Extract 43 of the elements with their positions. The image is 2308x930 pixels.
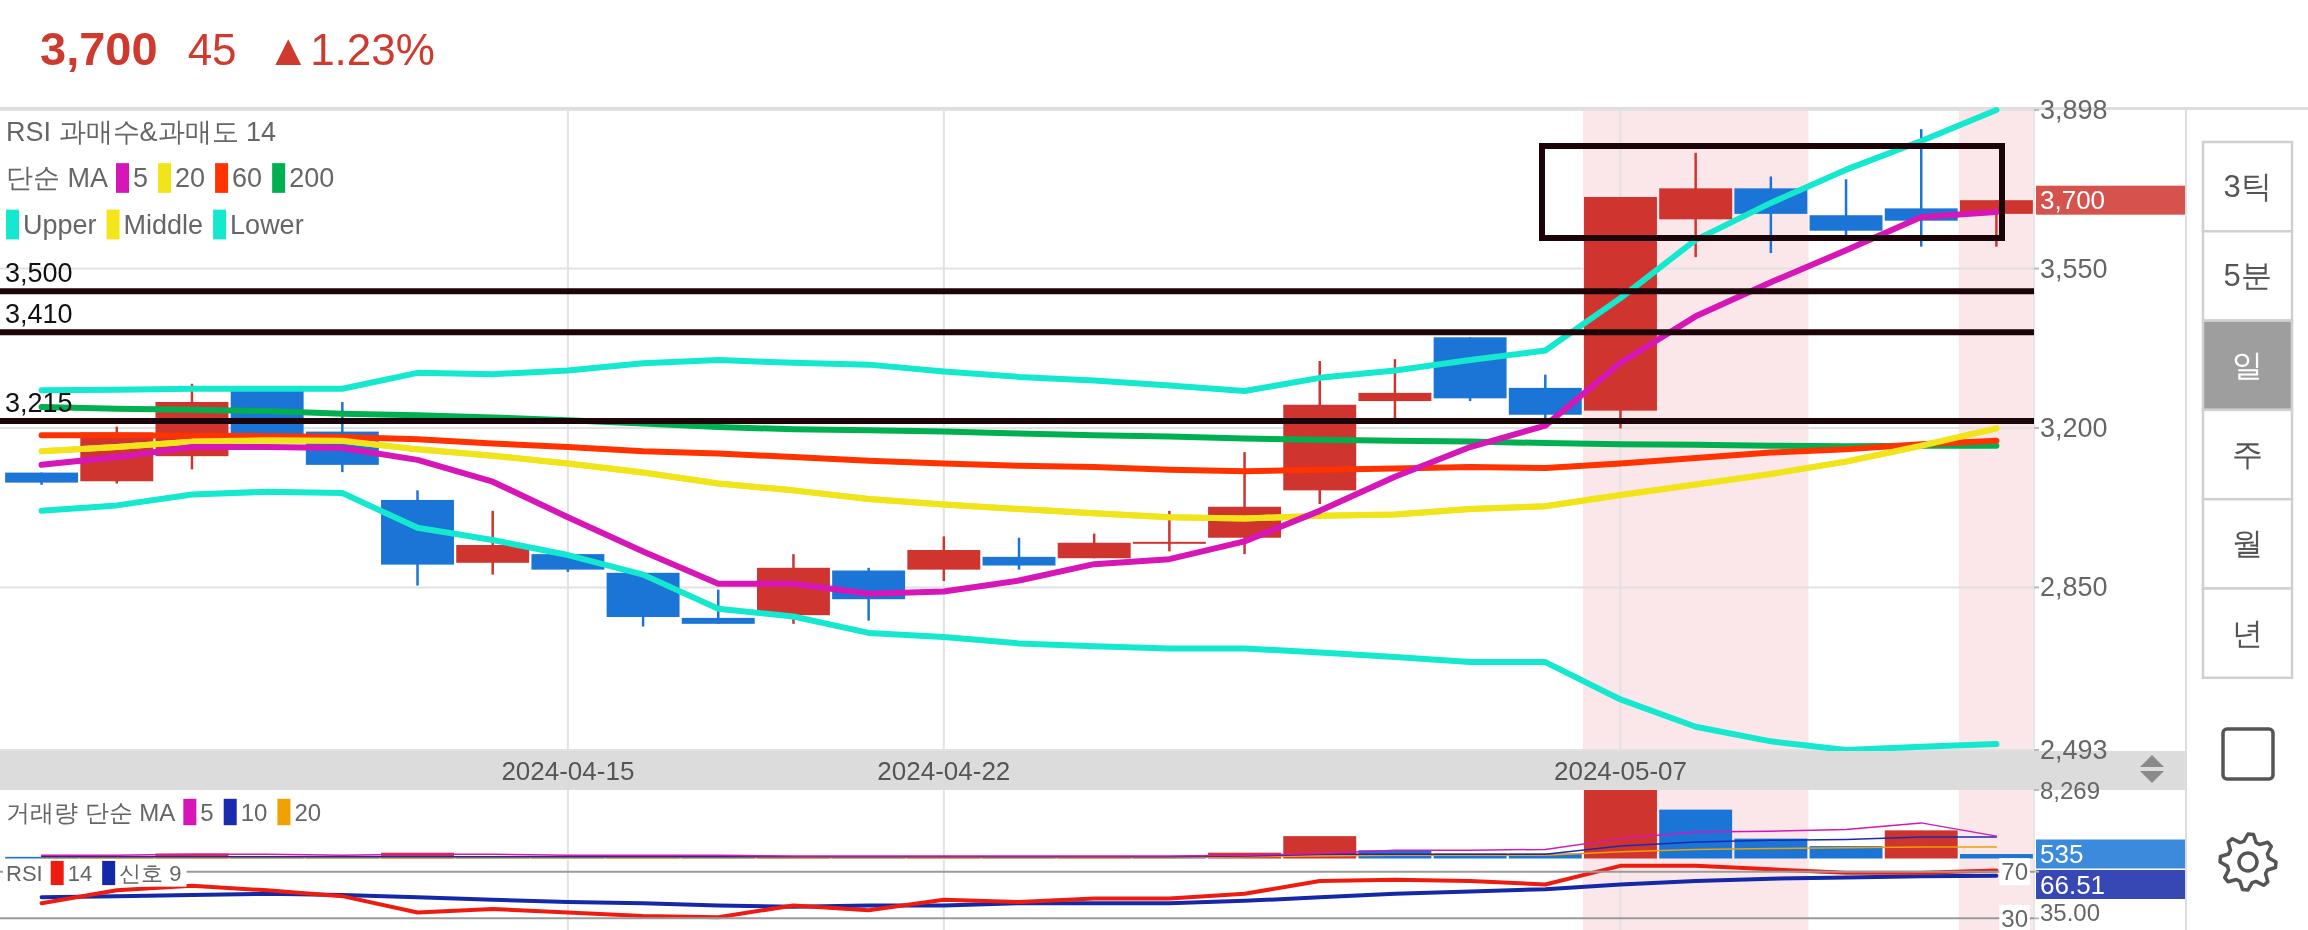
text: ▲1.23% bbox=[266, 25, 435, 74]
text: 5분 bbox=[2223, 258, 2272, 294]
legend-label: Middle bbox=[123, 209, 204, 240]
text: 35.00 bbox=[2040, 898, 2101, 926]
y-tick-label: 30 bbox=[2001, 904, 2028, 930]
annotation: RSI 과매수&과매도 14 bbox=[6, 117, 277, 147]
y-tick-label: 3,200 bbox=[2040, 412, 2108, 443]
text: 년 bbox=[2232, 615, 2263, 651]
text: 주 bbox=[2232, 437, 2263, 473]
text: 45 bbox=[187, 25, 237, 74]
y-tick-label: 3,550 bbox=[2040, 253, 2108, 284]
x-tick-label: 2024-04-15 bbox=[501, 755, 635, 786]
y-tick-label: 3,898 bbox=[2040, 95, 2108, 125]
x-tick-label: 2024-05-07 bbox=[1553, 755, 1687, 786]
text: 3틱 bbox=[2223, 169, 2272, 205]
legend-label: 5 bbox=[133, 163, 149, 193]
data-label: 66.51 bbox=[2040, 869, 2106, 900]
legend-label: 10 bbox=[240, 798, 268, 826]
text: 3,700 bbox=[40, 22, 158, 75]
legend-label: 20 bbox=[294, 798, 322, 826]
legend-label: 20 bbox=[175, 163, 206, 193]
y-tick-label: 70 bbox=[2001, 858, 2028, 886]
y-tick-label: 2,850 bbox=[2040, 572, 2108, 603]
legend-label: Lower bbox=[230, 209, 304, 240]
y-tick-label: 8,269 bbox=[2040, 776, 2101, 804]
y-tick-label: 2,493 bbox=[2040, 735, 2108, 765]
legend-title: 거래량 단순 MA bbox=[6, 798, 176, 826]
legend-label: 60 bbox=[232, 163, 263, 193]
text: 3,700 bbox=[2040, 185, 2106, 216]
text: 535 bbox=[2040, 839, 2084, 869]
legend-title: RSI bbox=[6, 860, 43, 886]
x-tick-label: 2024-04-22 bbox=[877, 755, 1011, 786]
legend-label: 5 bbox=[200, 798, 214, 826]
text: 일 bbox=[2232, 347, 2263, 383]
legend-label: Upper bbox=[23, 209, 97, 240]
legend-label: 신호 9 bbox=[119, 860, 182, 886]
legend-label: 200 bbox=[289, 163, 335, 193]
legend-title: 단순 MA bbox=[6, 163, 109, 193]
text: 월 bbox=[2232, 526, 2263, 562]
ref-line-label: 3,500 bbox=[5, 258, 73, 289]
legend-label: 14 bbox=[67, 860, 93, 886]
ref-line-label: 3,410 bbox=[5, 299, 73, 330]
ref-line-label: 3,215 bbox=[5, 388, 73, 419]
